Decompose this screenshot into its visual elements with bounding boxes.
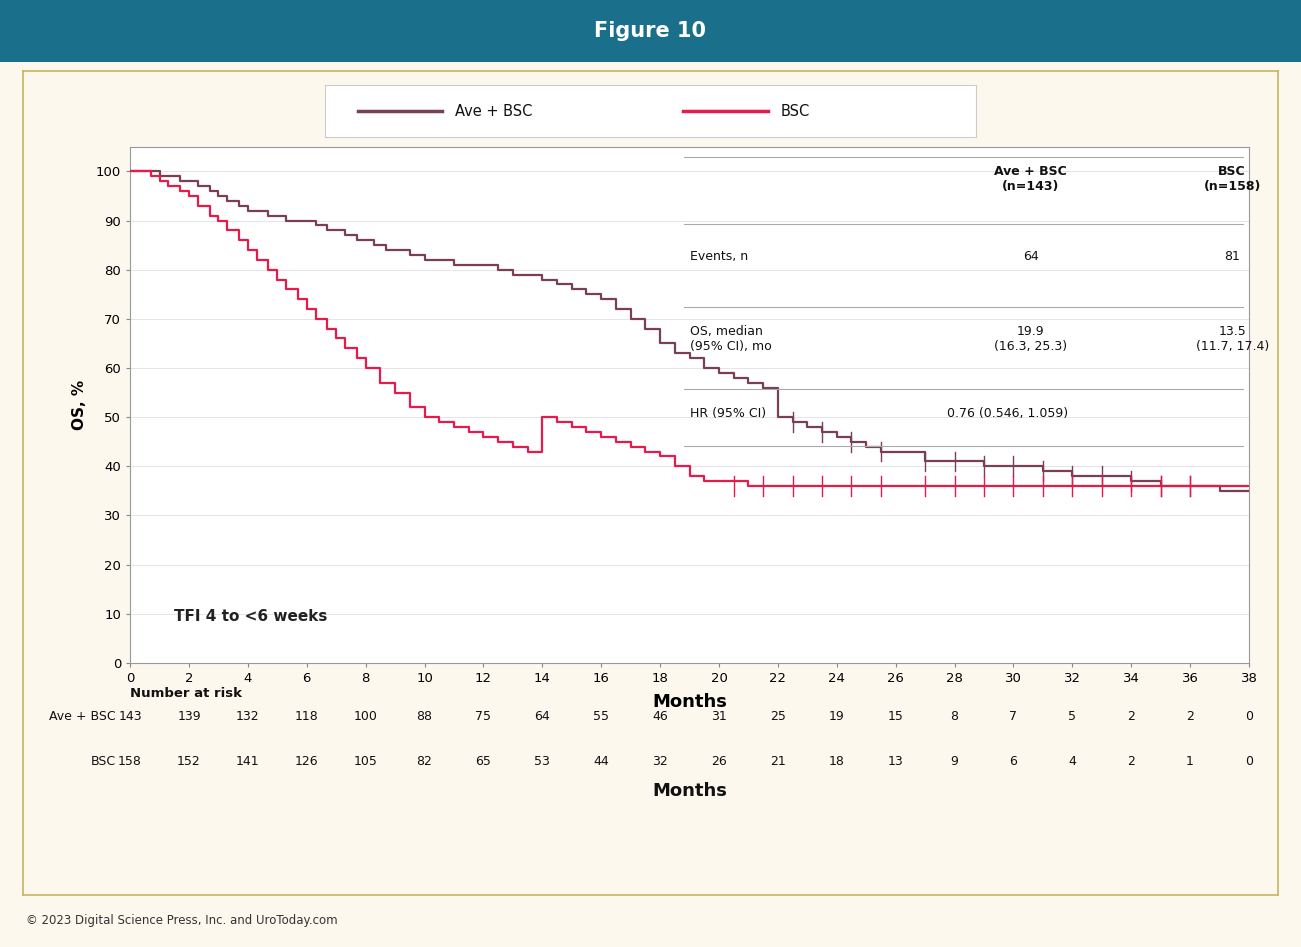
Text: Ave + BSC: Ave + BSC — [455, 104, 532, 118]
Text: 100: 100 — [354, 710, 377, 724]
Text: 118: 118 — [295, 710, 319, 724]
Text: 53: 53 — [535, 756, 550, 768]
Text: 2: 2 — [1127, 756, 1136, 768]
Text: 2: 2 — [1187, 710, 1194, 724]
Text: 5: 5 — [1068, 710, 1076, 724]
Text: © 2023 Digital Science Press, Inc. and UroToday.com: © 2023 Digital Science Press, Inc. and U… — [26, 915, 337, 927]
Text: 55: 55 — [593, 710, 609, 724]
Text: Months: Months — [652, 782, 727, 800]
Text: 31: 31 — [712, 710, 727, 724]
Text: 8: 8 — [951, 710, 959, 724]
Text: Events, n: Events, n — [690, 250, 748, 263]
Text: 18: 18 — [829, 756, 844, 768]
Text: 152: 152 — [177, 756, 200, 768]
Text: 65: 65 — [475, 756, 492, 768]
Text: 44: 44 — [593, 756, 609, 768]
Text: Ave + BSC: Ave + BSC — [48, 710, 116, 724]
Text: 46: 46 — [652, 710, 667, 724]
Text: 25: 25 — [770, 710, 786, 724]
Text: BSC: BSC — [90, 756, 116, 768]
Text: 139: 139 — [177, 710, 200, 724]
Text: BSC: BSC — [781, 104, 809, 118]
X-axis label: Months: Months — [652, 693, 727, 711]
Text: 82: 82 — [416, 756, 432, 768]
Text: OS, median
(95% CI), mo: OS, median (95% CI), mo — [690, 325, 771, 353]
Text: 9: 9 — [951, 756, 959, 768]
Text: 1: 1 — [1187, 756, 1194, 768]
Text: HR (95% CI): HR (95% CI) — [690, 407, 766, 420]
Text: 6: 6 — [1010, 756, 1017, 768]
Text: Figure 10: Figure 10 — [595, 21, 706, 41]
Text: 158: 158 — [118, 756, 142, 768]
Y-axis label: OS, %: OS, % — [73, 380, 87, 430]
Text: 0: 0 — [1245, 710, 1253, 724]
Text: 143: 143 — [118, 710, 142, 724]
Text: 141: 141 — [235, 756, 260, 768]
Text: 88: 88 — [416, 710, 432, 724]
Text: 13: 13 — [887, 756, 903, 768]
Text: Number at risk: Number at risk — [130, 687, 242, 700]
Text: 19.9
(16.3, 25.3): 19.9 (16.3, 25.3) — [994, 325, 1067, 353]
Text: 13.5
(11.7, 17.4): 13.5 (11.7, 17.4) — [1196, 325, 1268, 353]
Text: 105: 105 — [354, 756, 377, 768]
Text: 26: 26 — [712, 756, 727, 768]
Text: 75: 75 — [475, 710, 492, 724]
Text: BSC
(n=158): BSC (n=158) — [1203, 165, 1261, 193]
Text: TFI 4 to <6 weeks: TFI 4 to <6 weeks — [174, 609, 328, 623]
Text: 2: 2 — [1127, 710, 1136, 724]
Text: 21: 21 — [770, 756, 786, 768]
Text: 4: 4 — [1068, 756, 1076, 768]
Text: 15: 15 — [887, 710, 904, 724]
Text: Ave + BSC
(n=143): Ave + BSC (n=143) — [994, 165, 1067, 193]
Text: 81: 81 — [1224, 250, 1240, 263]
Text: 64: 64 — [535, 710, 550, 724]
Text: 19: 19 — [829, 710, 844, 724]
Text: 64: 64 — [1023, 250, 1038, 263]
Text: 32: 32 — [652, 756, 667, 768]
Text: 126: 126 — [295, 756, 319, 768]
Text: 0.76 (0.546, 1.059): 0.76 (0.546, 1.059) — [947, 407, 1068, 420]
Text: 7: 7 — [1010, 710, 1017, 724]
Text: 132: 132 — [235, 710, 260, 724]
Text: 0: 0 — [1245, 756, 1253, 768]
